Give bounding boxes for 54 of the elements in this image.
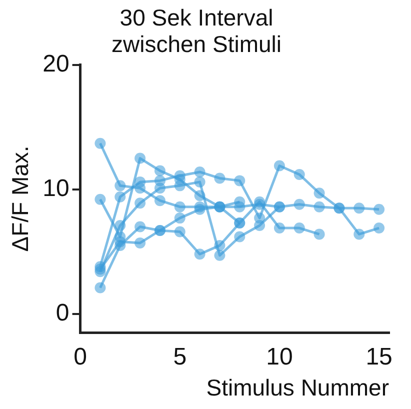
point — [254, 212, 266, 224]
point — [314, 188, 325, 199]
y-axis-title: ΔF/F Max. — [7, 146, 34, 252]
point — [354, 202, 365, 214]
point — [234, 231, 246, 242]
x-tick-label: 10 — [266, 344, 293, 371]
point — [134, 198, 146, 209]
y-tick-label: 0 — [56, 300, 70, 327]
point — [94, 282, 106, 294]
point — [254, 198, 266, 210]
point — [174, 201, 186, 212]
point — [134, 237, 146, 248]
point — [174, 226, 186, 238]
x-axis-title: Stimulus Nummer — [206, 374, 390, 401]
point — [194, 201, 206, 212]
point — [374, 222, 385, 234]
point — [134, 221, 146, 232]
point — [354, 228, 365, 240]
point — [114, 180, 126, 192]
point — [194, 190, 206, 202]
point — [134, 152, 146, 164]
point — [274, 222, 285, 234]
point — [374, 204, 385, 215]
point — [174, 212, 186, 224]
point — [234, 175, 246, 186]
point — [214, 250, 226, 261]
point — [234, 201, 246, 212]
point — [114, 191, 126, 202]
point — [294, 168, 305, 180]
y-tick-label: 10 — [42, 175, 70, 202]
point — [114, 240, 126, 251]
point — [294, 198, 305, 210]
point — [94, 138, 106, 149]
point — [314, 228, 325, 240]
point — [194, 176, 206, 188]
x-tick-label: 15 — [366, 344, 392, 371]
point — [274, 160, 285, 172]
point — [154, 165, 166, 176]
point — [214, 172, 226, 184]
chart-title: 30 Sek Interval zwischen Stimuli — [112, 4, 282, 58]
point — [154, 175, 166, 186]
point — [194, 166, 206, 178]
point — [194, 248, 206, 260]
point — [94, 261, 106, 272]
x-tick-label: 0 — [74, 344, 87, 371]
y-tick-label: 20 — [42, 50, 70, 78]
point — [114, 231, 126, 242]
point — [314, 201, 325, 212]
point — [294, 222, 305, 234]
point — [154, 195, 166, 206]
point — [94, 194, 106, 205]
x-tick-label: 5 — [173, 344, 187, 371]
point — [134, 182, 146, 194]
point — [174, 174, 186, 185]
